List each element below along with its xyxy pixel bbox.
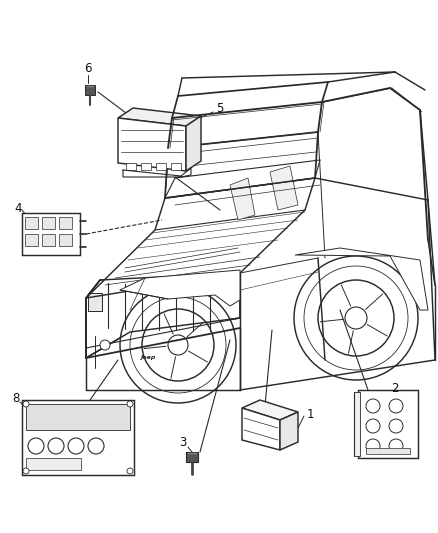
Bar bbox=[25, 234, 38, 246]
Bar bbox=[366, 448, 410, 454]
Polygon shape bbox=[230, 178, 255, 220]
Text: 1: 1 bbox=[306, 408, 314, 422]
Polygon shape bbox=[270, 166, 298, 210]
Circle shape bbox=[88, 438, 104, 454]
Text: 5: 5 bbox=[216, 101, 224, 115]
Circle shape bbox=[23, 468, 29, 474]
Circle shape bbox=[120, 287, 236, 403]
Circle shape bbox=[23, 401, 29, 407]
Text: 4: 4 bbox=[14, 201, 22, 214]
Bar bbox=[141, 163, 151, 170]
Circle shape bbox=[318, 280, 394, 356]
Bar bbox=[26, 404, 130, 430]
Circle shape bbox=[389, 399, 403, 413]
Bar bbox=[171, 163, 181, 170]
Circle shape bbox=[366, 419, 380, 433]
Polygon shape bbox=[118, 108, 201, 126]
Polygon shape bbox=[242, 408, 280, 450]
Circle shape bbox=[127, 468, 133, 474]
Circle shape bbox=[294, 256, 418, 380]
Circle shape bbox=[366, 439, 380, 453]
Bar bbox=[85, 85, 95, 95]
Bar bbox=[126, 163, 136, 170]
Polygon shape bbox=[86, 273, 240, 358]
Text: 6: 6 bbox=[84, 61, 92, 75]
Polygon shape bbox=[118, 118, 186, 171]
Circle shape bbox=[68, 438, 84, 454]
Text: Jeep: Jeep bbox=[140, 356, 155, 360]
Circle shape bbox=[48, 438, 64, 454]
Bar bbox=[25, 217, 38, 229]
Circle shape bbox=[100, 340, 110, 350]
Bar bbox=[186, 452, 198, 462]
Bar bbox=[59, 234, 72, 246]
Text: 8: 8 bbox=[12, 392, 20, 405]
Polygon shape bbox=[86, 178, 315, 298]
Circle shape bbox=[168, 335, 188, 355]
Polygon shape bbox=[295, 248, 428, 310]
Polygon shape bbox=[280, 412, 298, 450]
Circle shape bbox=[389, 419, 403, 433]
Bar bbox=[59, 217, 72, 229]
Circle shape bbox=[345, 307, 367, 329]
Bar bbox=[22, 213, 80, 255]
Polygon shape bbox=[186, 116, 201, 171]
Bar bbox=[42, 217, 55, 229]
Polygon shape bbox=[242, 400, 298, 420]
Bar bbox=[354, 392, 360, 456]
Circle shape bbox=[127, 401, 133, 407]
Circle shape bbox=[130, 297, 226, 393]
Bar bbox=[42, 234, 55, 246]
Bar bbox=[88, 293, 102, 311]
Bar bbox=[358, 390, 418, 458]
Circle shape bbox=[28, 438, 44, 454]
Bar bbox=[156, 163, 166, 170]
Text: 3: 3 bbox=[179, 435, 187, 448]
Circle shape bbox=[304, 266, 408, 370]
Bar bbox=[22, 400, 134, 475]
Circle shape bbox=[366, 399, 380, 413]
Bar bbox=[26, 458, 81, 470]
Text: 2: 2 bbox=[391, 382, 399, 394]
Circle shape bbox=[389, 439, 403, 453]
Polygon shape bbox=[120, 270, 240, 306]
Circle shape bbox=[142, 309, 214, 381]
